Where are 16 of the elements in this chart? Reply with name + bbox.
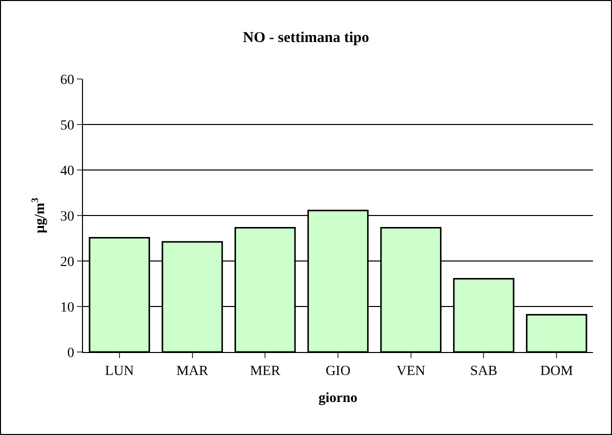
y-tick-label: 50 (60, 118, 74, 134)
x-tick-label: MER (250, 364, 281, 379)
x-tick-label: LUN (105, 364, 134, 379)
x-axis-title: giorno (318, 391, 358, 406)
x-tick-label: SAB (470, 364, 498, 379)
y-tick-label: 60 (60, 72, 74, 88)
chart-title: NO - settimana tipo (242, 30, 370, 46)
y-tick-label: 40 (60, 164, 74, 179)
y-tick-label: 30 (60, 209, 74, 224)
x-tick-label: VEN (396, 364, 426, 379)
y-tick-label: 10 (60, 300, 74, 316)
y-tick-label: 20 (60, 254, 74, 270)
x-tick-label: DOM (540, 364, 574, 379)
y-tick-label: 0 (67, 346, 74, 361)
x-tick-label: GIO (326, 364, 350, 379)
x-tick-label: MAR (176, 364, 209, 379)
